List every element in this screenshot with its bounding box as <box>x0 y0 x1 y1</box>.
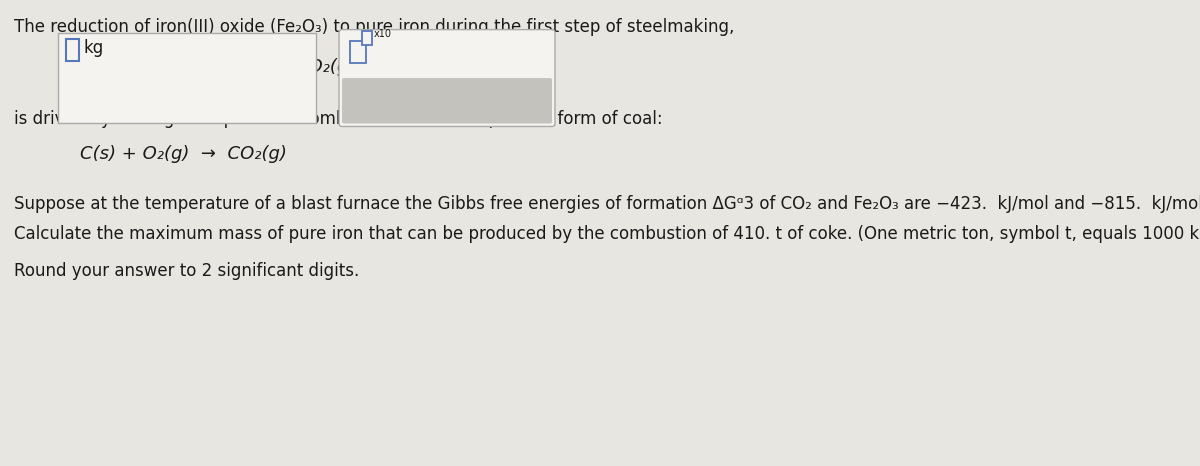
Bar <box>362 31 372 45</box>
Text: is driven by the high-temperature combustion of coke, a purified form of coal:: is driven by the high-temperature combus… <box>14 110 662 128</box>
Bar <box>58 33 316 123</box>
Text: C(s) + O₂(g)  →  CO₂(g): C(s) + O₂(g) → CO₂(g) <box>80 145 287 163</box>
Bar <box>66 39 79 61</box>
Text: The reduction of iron(III) oxide (Fe₂O₃) to pure iron during the first step of s: The reduction of iron(III) oxide (Fe₂O₃)… <box>14 18 734 36</box>
Text: Round your answer to 2 significant digits.: Round your answer to 2 significant digit… <box>14 262 359 280</box>
FancyBboxPatch shape <box>338 30 554 126</box>
Text: Calculate the maximum mass of pure iron that can be produced by the combustion o: Calculate the maximum mass of pure iron … <box>14 225 1200 243</box>
FancyBboxPatch shape <box>342 78 552 123</box>
Text: 2 Fe₂O₃(s)  →  4 Fe(s) + 3 O₂(g): 2 Fe₂O₃(s) → 4 Fe(s) + 3 O₂(g) <box>80 58 355 76</box>
Bar <box>350 41 366 62</box>
Text: Suppose at the temperature of a blast furnace the Gibbs free energies of formati: Suppose at the temperature of a blast fu… <box>14 195 1200 213</box>
Text: kg: kg <box>84 39 104 57</box>
Text: x10: x10 <box>374 28 392 39</box>
Text: X: X <box>398 91 412 110</box>
Text: ↺: ↺ <box>485 91 502 111</box>
